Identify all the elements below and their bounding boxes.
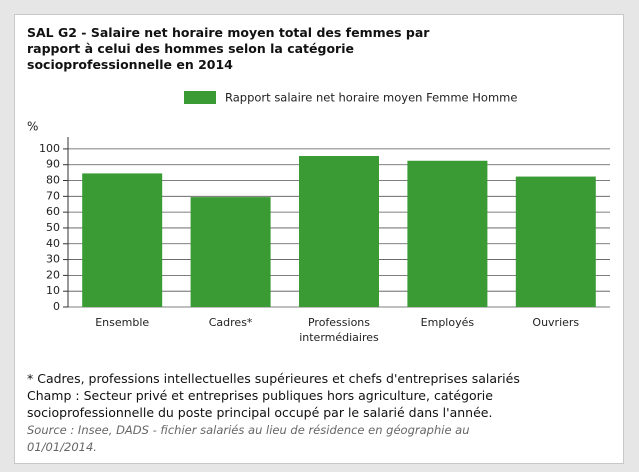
y-tick-label: 20 [46,268,60,281]
chart: Rapport salaire net horaire moyen Femme … [27,91,610,313]
legend-label: Rapport salaire net horaire moyen Femme … [225,91,517,105]
y-tick-label: 50 [46,221,60,234]
y-tick-label: 90 [46,158,60,171]
x-tick-label: Cadres* [208,316,253,329]
x-tick-label: Employés [420,316,475,329]
bar [407,160,488,307]
bar [299,156,379,307]
bar [190,197,271,307]
x-tick-label: Ensemble [95,316,150,329]
card: SAL G2 - Salaire net horaire moyen total… [14,14,624,464]
legend-swatch [184,91,216,104]
y-tick-label: 80 [46,174,60,187]
footnote: * Cadres, professions intellectuelles su… [27,371,520,386]
y-tick-label: 60 [46,205,60,218]
y-axis-label: % [27,120,38,134]
source: Source : Insee, DADS - fichier salariés … [27,423,470,454]
y-tick-label: 70 [46,189,60,202]
chart-title: SAL G2 - Salaire net horaire moyen total… [27,25,430,72]
y-tick-label: 0 [53,300,60,313]
bar [515,176,596,307]
x-tick-label: Ouvriers [532,316,580,329]
y-tick-label: 40 [46,237,60,250]
x-tick-label: Professions intermédiaires [299,316,379,344]
y-tick-label: 100 [39,142,60,155]
footnote: Champ : Secteur privé et entreprises pub… [27,388,493,420]
bar [82,173,163,307]
y-tick-label: 10 [46,284,60,297]
y-tick-label: 30 [46,253,60,266]
